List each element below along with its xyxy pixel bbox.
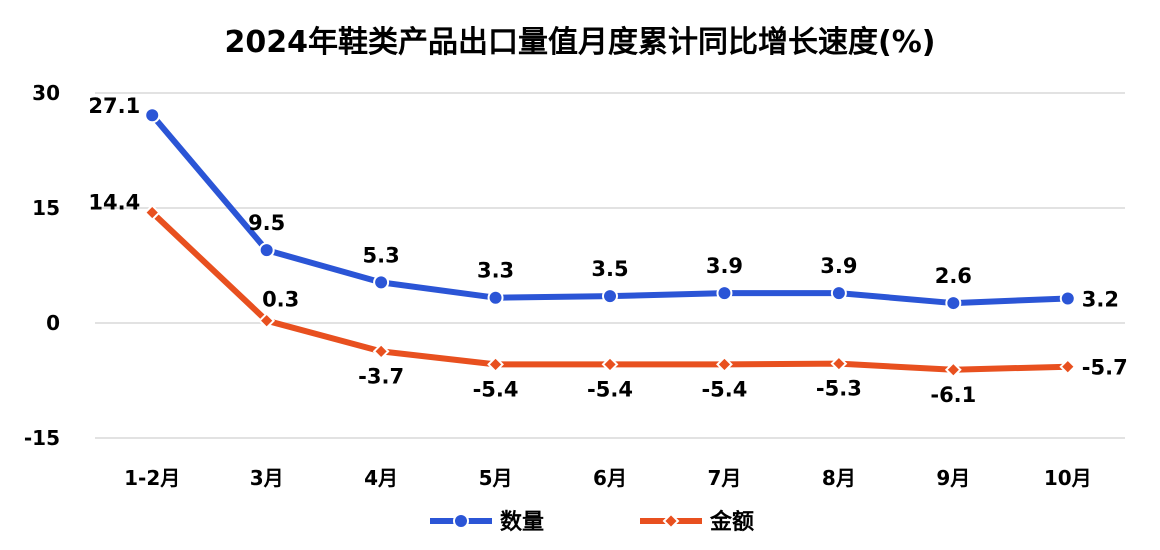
legend-label: 数量	[500, 509, 544, 535]
x-tick-label: 3月	[250, 466, 284, 490]
x-tick-label: 1-2月	[124, 466, 180, 490]
data-label-amount: 0.3	[262, 288, 299, 312]
data-label-amount: -6.1	[930, 383, 976, 407]
data-label-quantity: 3.5	[591, 257, 628, 281]
legend-label: 金额	[709, 509, 754, 535]
data-point-amount	[143, 204, 161, 222]
data-label-amount: -5.7	[1082, 356, 1128, 380]
data-label-amount: 14.4	[88, 191, 140, 215]
x-tick-label: 10月	[1044, 466, 1092, 490]
data-point-amount	[258, 312, 276, 330]
data-label-quantity: 3.3	[477, 259, 514, 283]
data-point-quantity	[716, 285, 733, 302]
data-label-amount: -5.3	[816, 377, 862, 401]
y-tick-label: -15	[24, 426, 60, 450]
x-tick-label: 8月	[822, 466, 856, 490]
data-label-amount: -3.7	[358, 364, 404, 388]
data-point-amount	[830, 355, 848, 373]
legend: 数量 金额	[430, 509, 754, 535]
data-label-quantity: 5.3	[363, 243, 400, 267]
data-point-quantity	[258, 242, 275, 259]
x-tick-label: 9月	[936, 466, 970, 490]
y-tick-label: 0	[46, 311, 60, 335]
data-labels: 27.1 9.5 5.3 3.3 3.5 3.9 3.9 2.6 3.2 14.4 0.3 -3.7 -…	[88, 94, 1127, 407]
y-axis-ticks: 30 15 0 -15	[24, 81, 60, 450]
data-label-amount: -5.4	[701, 377, 747, 401]
data-point-quantity	[373, 274, 390, 291]
data-point-quantity	[487, 289, 504, 306]
data-point-quantity	[1059, 290, 1076, 307]
data-point-quantity	[144, 107, 161, 124]
data-label-quantity: 9.5	[248, 211, 285, 235]
series-layer	[143, 107, 1077, 379]
legend-marker-circle	[453, 513, 469, 529]
x-tick-label: 4月	[364, 466, 398, 490]
chart-title: 2024年鞋类产品出口量值月度累计同比增长速度(%)	[225, 25, 936, 60]
data-point-amount	[944, 361, 962, 379]
data-point-amount	[487, 355, 504, 373]
data-point-amount	[372, 342, 390, 360]
y-tick-label: 15	[32, 196, 60, 220]
data-label-quantity: 3.9	[706, 254, 743, 278]
data-point-amount	[1059, 358, 1077, 376]
data-label-quantity: 3.9	[820, 254, 857, 278]
x-axis-ticks: 1-2月 3月 4月 5月 6月 7月 8月 9月 10月	[124, 466, 1092, 490]
data-point-quantity	[602, 288, 618, 305]
x-tick-label: 6月	[593, 466, 627, 490]
data-point-quantity	[945, 295, 962, 312]
data-point-amount	[716, 355, 733, 373]
data-point-quantity	[830, 285, 847, 302]
legend-marker-diamond	[662, 512, 680, 530]
data-label-quantity: 3.2	[1082, 287, 1119, 311]
x-tick-label: 7月	[707, 466, 741, 490]
data-label-quantity: 2.6	[935, 264, 972, 288]
data-label-amount: -5.4	[587, 377, 633, 401]
data-label-amount: -5.4	[473, 377, 519, 401]
data-point-amount	[601, 355, 619, 373]
x-tick-label: 5月	[479, 466, 513, 490]
y-tick-label: 30	[32, 81, 60, 105]
data-label-quantity: 27.1	[88, 94, 140, 118]
